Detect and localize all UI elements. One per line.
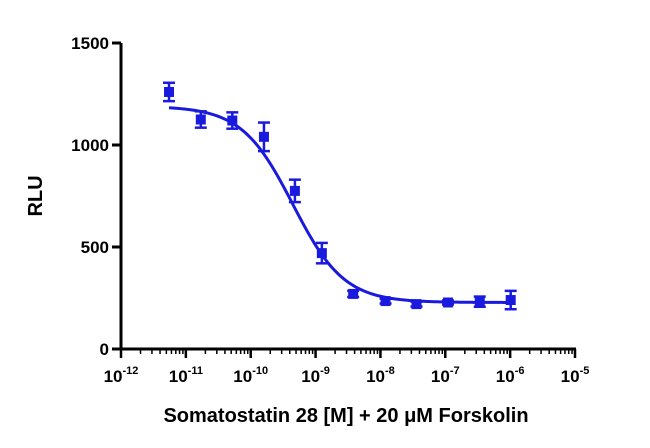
data-point bbox=[163, 81, 176, 103]
x-tick-labels: 10-12 10-11 10-10 10-9 10-8 10-7 10-6 10-5 bbox=[104, 365, 590, 386]
x-tick-label: 10-11 bbox=[169, 365, 203, 386]
point-marker bbox=[258, 131, 269, 142]
point-marker bbox=[380, 296, 391, 307]
point-marker bbox=[289, 185, 300, 196]
y-tick-label: 500 bbox=[81, 238, 109, 257]
point-marker bbox=[411, 299, 422, 310]
point-marker bbox=[195, 114, 206, 125]
y-tick-label: 0 bbox=[100, 340, 109, 359]
y-tick-labels: 0 500 1000 1500 bbox=[71, 34, 109, 359]
data-point bbox=[504, 289, 517, 311]
data-point bbox=[347, 288, 360, 299]
x-ticks bbox=[119, 349, 577, 358]
data-point bbox=[315, 241, 328, 265]
point-marker bbox=[227, 115, 238, 126]
y-tick-label: 1500 bbox=[71, 34, 109, 53]
y-axis: 0 500 1000 1500 bbox=[71, 34, 123, 359]
data-point bbox=[473, 295, 486, 309]
fit-curve-layer bbox=[168, 106, 511, 304]
data-point bbox=[288, 178, 301, 204]
point-marker bbox=[442, 297, 453, 308]
x-axis-title: Somatostatin 28 [M] + 20 μM Forskolin bbox=[163, 405, 528, 427]
fit-curve bbox=[168, 106, 511, 304]
x-tick-label: 10-8 bbox=[366, 365, 395, 386]
x-tick-label: 10-10 bbox=[233, 365, 268, 386]
data-point bbox=[257, 121, 270, 153]
x-tick-label: 10-12 bbox=[104, 365, 139, 386]
data-points bbox=[163, 81, 517, 311]
x-tick-label: 10-7 bbox=[431, 365, 460, 386]
data-point bbox=[379, 296, 392, 307]
y-axis-title: RLU bbox=[25, 175, 47, 216]
x-axis: 10-12 10-11 10-10 10-9 10-8 10-7 10-6 10-5 bbox=[104, 347, 590, 386]
point-marker bbox=[348, 288, 359, 299]
data-point bbox=[226, 111, 239, 130]
point-marker bbox=[505, 295, 516, 306]
point-marker bbox=[316, 248, 327, 259]
y-tick-label: 1000 bbox=[71, 136, 109, 155]
point-marker bbox=[164, 86, 175, 97]
data-point bbox=[441, 297, 454, 308]
data-point bbox=[194, 110, 207, 129]
point-marker bbox=[474, 296, 485, 307]
y-ticks bbox=[112, 41, 121, 351]
data-point bbox=[410, 299, 423, 310]
x-tick-label: 10-9 bbox=[301, 365, 330, 386]
x-tick-label: 10-5 bbox=[561, 365, 590, 386]
x-tick-label: 10-6 bbox=[496, 365, 525, 386]
